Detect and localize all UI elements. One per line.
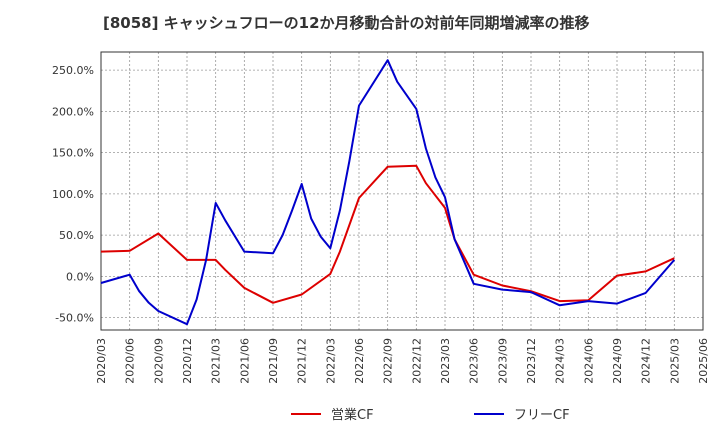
x-tick-label: 2025/03 bbox=[668, 338, 681, 384]
x-tick-label: 2022/12 bbox=[410, 338, 423, 384]
x-tick-label: 2024/09 bbox=[611, 338, 624, 384]
x-tick-label: 2020/06 bbox=[124, 338, 137, 384]
x-tick-label: 2022/09 bbox=[382, 338, 395, 384]
x-tick-label: 2022/06 bbox=[353, 338, 366, 384]
y-tick-label: 50.0% bbox=[59, 229, 94, 242]
x-tick-label: 2021/06 bbox=[238, 338, 251, 384]
x-tick-label: 2021/12 bbox=[296, 338, 309, 384]
y-tick-label: 150.0% bbox=[52, 147, 94, 160]
x-tick-label: 2021/09 bbox=[267, 338, 280, 384]
x-tick-label: 2020/03 bbox=[95, 338, 108, 384]
grid-lines bbox=[100, 52, 704, 330]
x-tick-label: 2020/12 bbox=[181, 338, 194, 384]
x-tick-label: 2024/06 bbox=[582, 338, 595, 384]
y-tick-label: 200.0% bbox=[52, 105, 94, 118]
y-tick-label: 100.0% bbox=[52, 188, 94, 201]
x-tick-label: 2023/09 bbox=[496, 338, 509, 384]
x-tick-label: 2024/12 bbox=[640, 338, 653, 384]
x-tick-label: 2023/06 bbox=[468, 338, 481, 384]
y-axis-ticks: -50.0% 0.0% 50.0% 100.0% 150.0% 200.0% 250.0% bbox=[52, 64, 94, 324]
x-tick-label: 2021/03 bbox=[210, 338, 223, 384]
x-tick-label: 2023/12 bbox=[525, 338, 538, 384]
y-tick-label: 0.0% bbox=[66, 270, 94, 283]
chart-title: [8058] キャッシュフローの12か月移動合計の対前年同期増減率の推移 bbox=[103, 14, 590, 32]
legend-label-0: 営業CF bbox=[331, 407, 374, 423]
x-tick-label: 2025/06 bbox=[697, 338, 710, 384]
x-tick-label: 2023/03 bbox=[439, 338, 452, 384]
plot-frame bbox=[100, 51, 704, 331]
series-lines bbox=[100, 59, 676, 326]
legend: 営業CF フリーCF bbox=[291, 407, 570, 423]
x-tick-label: 2020/09 bbox=[152, 338, 165, 384]
x-axis-ticks: 2020/03 2020/06 2020/09 2020/12 2021/03 2021/… bbox=[95, 338, 710, 384]
series-line-1 bbox=[100, 59, 676, 326]
y-tick-label: 250.0% bbox=[52, 64, 94, 77]
x-tick-label: 2022/03 bbox=[324, 338, 337, 384]
series-line-0 bbox=[100, 164, 675, 304]
y-tick-label: -50.0% bbox=[55, 312, 94, 325]
legend-label-1: フリーCF bbox=[514, 408, 570, 423]
x-tick-label: 2024/03 bbox=[554, 338, 567, 384]
